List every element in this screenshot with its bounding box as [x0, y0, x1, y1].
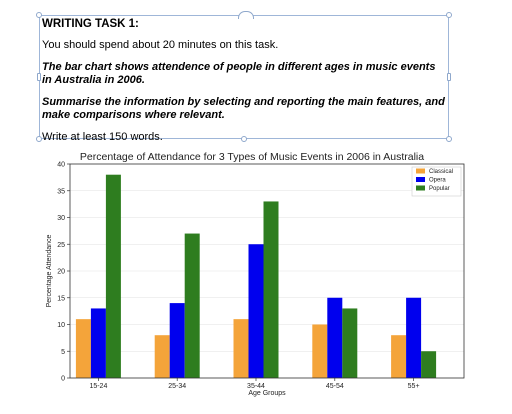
x-tick-label: 55+ — [408, 383, 420, 390]
x-tick-label: 15-24 — [89, 383, 107, 390]
y-tick-label: 10 — [57, 322, 65, 329]
x-tick-label: 25-34 — [168, 383, 186, 390]
resize-handle-right[interactable] — [447, 73, 451, 81]
resize-handle-bottom[interactable] — [241, 136, 247, 142]
bar-popular-45-54 — [342, 308, 358, 378]
legend-label-classical: Classical — [429, 169, 453, 175]
chart-title: Percentage of Attendance for 3 Types of … — [80, 151, 424, 163]
legend-swatch-classical — [416, 168, 425, 174]
bar-popular-55+ — [421, 351, 437, 378]
y-tick-label: 20 — [57, 269, 65, 276]
legend-swatch-opera — [416, 177, 425, 182]
bar-classical-45-54 — [312, 324, 328, 378]
chart-legend: Classical Opera Popular — [411, 166, 462, 197]
task-text: WRITING TASK 1: You should spend about 2… — [42, 16, 446, 152]
bar-opera-35-44 — [248, 244, 264, 378]
bar-classical-35-44 — [233, 319, 249, 378]
y-axis-label: Percentage Attendance — [46, 235, 53, 308]
bar-classical-25-34 — [154, 335, 170, 378]
y-tick-label: 35 — [57, 188, 65, 195]
legend-swatch-popular — [416, 185, 425, 191]
task-prompt: The bar chart shows attendence of people… — [42, 60, 436, 87]
resize-handle-top-left[interactable] — [36, 12, 42, 18]
bar-opera-15-24 — [90, 308, 106, 378]
x-tick-label: 45-54 — [326, 383, 344, 390]
bar-classical-55+ — [391, 335, 407, 378]
bar-opera-25-34 — [169, 303, 185, 378]
bar-opera-45-54 — [327, 297, 343, 378]
task-instruction: You should spend about 20 minutes on thi… — [42, 39, 279, 51]
task-word-count: Write at least 150 words. — [42, 130, 163, 143]
x-axis-label: Age Groups — [248, 390, 286, 397]
bar-popular-15-24 — [105, 174, 121, 378]
resize-handle-bottom-left[interactable] — [36, 136, 42, 142]
bar-popular-35-44 — [263, 201, 279, 378]
bar-classical-15-24 — [75, 319, 91, 378]
y-tick-label: 40 — [57, 162, 65, 169]
y-tick-label: 30 — [57, 215, 65, 222]
task-heading: WRITING TASK 1: — [42, 18, 139, 30]
y-tick-label: 5 — [61, 349, 65, 356]
rotate-handle[interactable] — [238, 11, 254, 19]
chart-bars — [75, 174, 437, 378]
y-axis-ticks: 0 5 10 15 20 25 30 35 40 — [57, 162, 70, 383]
y-tick-label: 25 — [57, 242, 65, 249]
legend-label-popular: Popular — [429, 186, 450, 192]
y-tick-label: 0 — [61, 376, 65, 383]
task-summary-instruction: Summarise the information by selecting a… — [42, 95, 445, 122]
resize-handle-left[interactable] — [37, 73, 41, 81]
legend-label-opera: Opera — [429, 178, 446, 184]
y-tick-label: 15 — [57, 295, 65, 302]
x-axis-ticks: 15-24 25-34 35-44 45-54 55+ — [89, 378, 420, 390]
x-tick-label: 35-44 — [247, 383, 265, 390]
bar-opera-55+ — [406, 297, 422, 378]
resize-handle-top-right[interactable] — [446, 12, 452, 18]
resize-handle-bottom-right[interactable] — [446, 136, 452, 142]
bar-popular-25-34 — [184, 233, 200, 378]
